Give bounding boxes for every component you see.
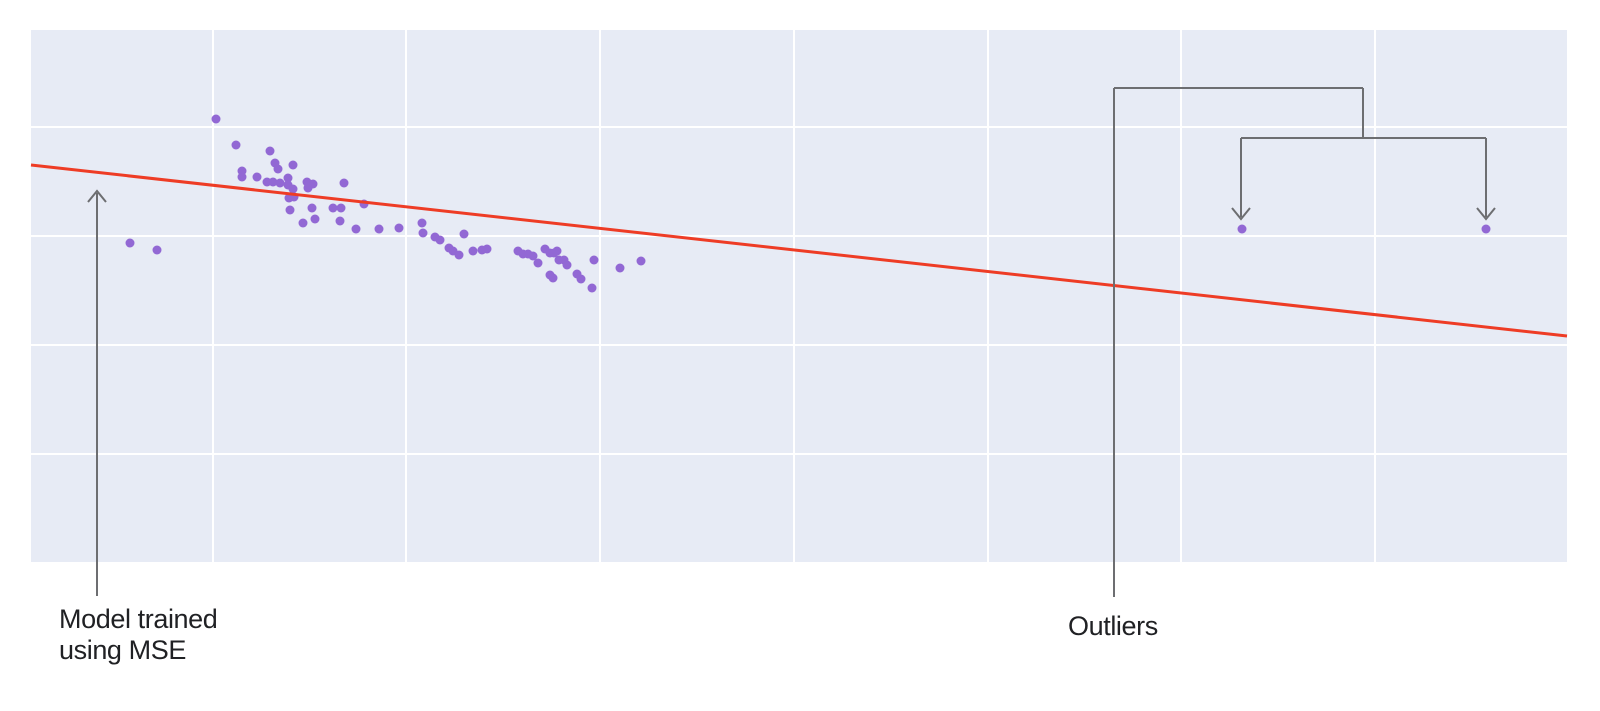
scatter-point [351, 224, 361, 234]
scatter-point [303, 183, 313, 193]
scatter-point [285, 205, 295, 215]
scatter-point [589, 255, 599, 265]
mse-annotation-label-line2: using MSE [59, 635, 186, 665]
scatter-point [252, 172, 262, 182]
scatter-point [374, 224, 384, 234]
scatter-point [435, 235, 445, 245]
scatter-point [275, 178, 285, 188]
scatter-point [273, 164, 283, 174]
scatter-point [533, 258, 543, 268]
scatter-point [298, 218, 308, 228]
outliers-arrow-head [1476, 207, 1496, 221]
scatter-point [468, 246, 478, 256]
scatter-point [307, 203, 317, 213]
scatter-point [339, 178, 349, 188]
scatter-point [335, 216, 345, 226]
regression-line [30, 163, 1568, 338]
scatter-point [310, 214, 320, 224]
scatter-point [576, 274, 586, 284]
scatter-point [336, 203, 346, 213]
scatter-point [562, 260, 572, 270]
plot-background [31, 30, 1567, 562]
scatter-point [548, 273, 558, 283]
scatter-point [211, 114, 221, 124]
scatter-point [418, 228, 428, 238]
scatter-point [615, 263, 625, 273]
scatter-point [417, 218, 427, 228]
scatter-point [283, 173, 293, 183]
scatter-point [237, 172, 247, 182]
scatter-point [288, 184, 298, 194]
scatter-point [482, 244, 492, 254]
scatter-point [459, 229, 469, 239]
scatter-point [268, 177, 278, 187]
scatter-point [454, 250, 464, 260]
mse-annotation-label: Model trained using MSE [59, 604, 218, 666]
scatter-point [288, 160, 298, 170]
scatter-point [125, 238, 135, 248]
scatter-point [328, 203, 338, 213]
scatter-point [587, 283, 597, 293]
scatter-point [231, 140, 241, 150]
outliers-arrow-head [1231, 207, 1251, 221]
scatter-point [152, 245, 162, 255]
outlier-point [1237, 224, 1247, 234]
scatter-point [265, 146, 275, 156]
scatter-point [528, 251, 538, 261]
outliers-annotation-label: Outliers [1068, 611, 1158, 641]
scatter-point [636, 256, 646, 266]
mse-annotation-label-line1: Model trained [59, 604, 218, 634]
scatter-point [394, 223, 404, 233]
outlier-point [1481, 224, 1491, 234]
scatter-point [552, 246, 562, 256]
mse-arrow-head [87, 189, 107, 203]
